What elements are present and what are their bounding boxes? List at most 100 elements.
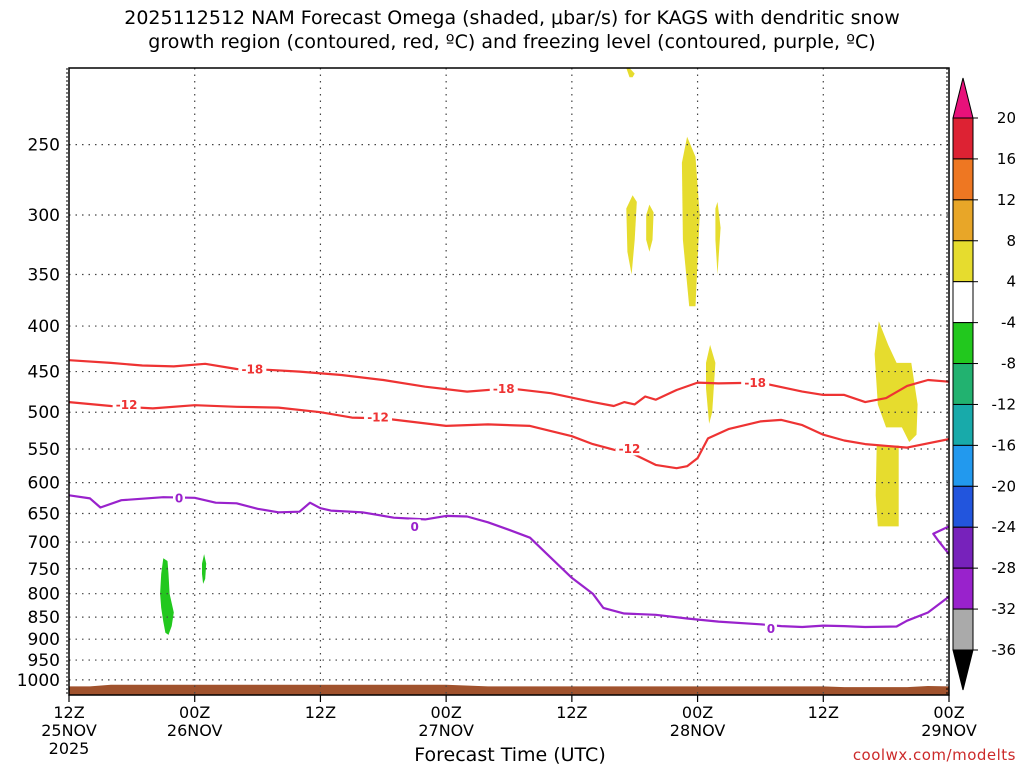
- omega-area-8: [160, 558, 174, 635]
- colorbar-cell-2: [952, 199, 974, 242]
- y-tick-label-950: 950: [28, 651, 60, 671]
- colorbar-cell-1: [952, 158, 974, 201]
- contour-label-1-1: -12: [367, 410, 389, 424]
- contour-label-0-0: -18: [241, 362, 263, 376]
- colorbar-label-0: 20: [997, 109, 1016, 127]
- colorbar-label-10: -24: [992, 518, 1017, 536]
- omega-area-6: [874, 321, 918, 442]
- x-tick-label-48-0: 12Z: [556, 703, 587, 722]
- contour-label-0-2: -18: [744, 376, 766, 390]
- x-tick-label-12-0: 00Z: [179, 703, 210, 722]
- x-tick-label-84-0: 00Z: [933, 703, 964, 722]
- x-tick-label-84-1: 29NOV: [921, 721, 977, 740]
- colorbar-label-12: -32: [992, 600, 1017, 618]
- contour-label-bg-1-0: [112, 397, 141, 412]
- contour-label-bg-0-0: [238, 361, 267, 376]
- colorbar-bottom-arrow: [952, 649, 974, 691]
- chart-title: 2025112512 NAM Forecast Omega (shaded, μ…: [124, 7, 900, 53]
- colorbar-cell-12: [952, 608, 974, 651]
- y-tick-label-300: 300: [28, 206, 60, 226]
- colorbar-cell-0: [952, 117, 974, 160]
- colorbar-cell-8: [952, 444, 974, 487]
- omega-area-9: [202, 554, 207, 584]
- colorbar-label-6: -8: [1001, 355, 1016, 373]
- y-tick-label-650: 650: [28, 505, 60, 525]
- omega-area-4: [715, 201, 721, 275]
- x-tick-label-0-0: 12Z: [53, 703, 84, 722]
- contour-line-1: [69, 401, 949, 470]
- colorbar-label-2: 12: [997, 191, 1016, 209]
- colorbar-label-13: -36: [992, 641, 1017, 659]
- contour-label-bg-2-1: [408, 519, 421, 534]
- omega-area-1: [626, 195, 637, 275]
- contour-label-bg-1-2: [615, 441, 644, 456]
- colorbar-label-3: 8: [1006, 232, 1016, 250]
- contour-label-bg-0-1: [489, 381, 518, 396]
- x-tick-label-60-1: 28NOV: [670, 721, 726, 740]
- contour-label-1-0: -12: [116, 398, 138, 412]
- contour-label-2-2: 0: [767, 622, 775, 636]
- y-tick-label-1000: 1000: [17, 671, 60, 691]
- colorbar-cell-11: [952, 567, 974, 610]
- omega-area-7: [875, 445, 899, 527]
- contour-label-2-0: 0: [175, 491, 183, 505]
- y-tick-label-450: 450: [28, 363, 60, 383]
- colorbar-top-arrow: [952, 77, 974, 119]
- colorbar-cell-10: [952, 526, 974, 569]
- colorbar-cell-9: [952, 485, 974, 528]
- y-tick-label-900: 900: [28, 630, 60, 650]
- y-tick-label-850: 850: [28, 608, 60, 628]
- colorbar-label-11: -28: [992, 559, 1017, 577]
- colorbar-cell-6: [952, 363, 974, 405]
- y-tick-label-550: 550: [28, 440, 60, 460]
- y-tick-label-800: 800: [28, 585, 60, 605]
- x-tick-label-60-0: 00Z: [682, 703, 713, 722]
- terrain-surface: [69, 684, 949, 695]
- y-tick-label-350: 350: [28, 266, 60, 286]
- colorbar-cell-4: [952, 281, 974, 324]
- colorbar-label-4: 4: [1006, 273, 1016, 291]
- x-tick-label-0-2: 2025: [49, 739, 90, 758]
- colorbar-label-8: -16: [992, 436, 1017, 454]
- omega-area-5: [706, 344, 716, 424]
- contour-label-bg-2-2: [764, 621, 777, 636]
- x-axis-title: Forecast Time (UTC): [414, 744, 606, 766]
- contour-label-2-1: 0: [411, 520, 419, 534]
- colorbar-cell-7: [952, 403, 974, 446]
- colorbar: 20 16 12 8 4 -4 -8 -12 -16 -20 -24 -28 -32 -36: [952, 77, 1017, 691]
- y-tick-label-400: 400: [28, 317, 60, 337]
- source-credit: coolwx.com/modelts: [852, 746, 1016, 764]
- contour-label-1-2: -12: [619, 442, 641, 456]
- omega-area-0: [626, 68, 635, 78]
- colorbar-label-5: -4: [1001, 314, 1016, 332]
- contour-line-2: [69, 494, 949, 629]
- x-tick-label-72-0: 12Z: [808, 703, 839, 722]
- omega-shading-layer: [69, 68, 949, 695]
- omega-area-3: [681, 136, 700, 307]
- y-tick-label-250: 250: [28, 136, 60, 156]
- colorbar-cell-3: [952, 240, 974, 283]
- colorbar-label-9: -20: [992, 477, 1017, 495]
- x-tick-label-12-1: 26NOV: [167, 721, 223, 740]
- grid-layer: [69, 68, 949, 695]
- y-tick-label-750: 750: [28, 560, 60, 580]
- y-axis: 2503003504004505005506006507007508008509…: [17, 136, 60, 691]
- omega-area-2: [646, 204, 654, 252]
- y-tick-label-700: 700: [28, 533, 60, 553]
- contour-label-bg-1-1: [364, 409, 393, 424]
- x-tick-label-36-1: 27NOV: [418, 721, 474, 740]
- contour-label-0-1: -18: [493, 382, 515, 396]
- x-tick-label-24-0: 12Z: [305, 703, 336, 722]
- contour-label-bg-2-0: [173, 490, 185, 505]
- plot-frame: [68, 67, 950, 696]
- contour-line-3: [932, 525, 949, 555]
- x-tick-label-0-1: 25NOV: [41, 721, 97, 740]
- colorbar-label-1: 16: [997, 150, 1016, 168]
- y-tick-label-500: 500: [28, 403, 60, 423]
- contour-layer: -18 -18 -18 -12 -12 -12 0 0 0: [69, 359, 949, 636]
- colorbar-cell-5: [952, 322, 974, 365]
- x-tick-label-36-0: 00Z: [430, 703, 461, 722]
- contour-label-bg-0-2: [741, 375, 770, 390]
